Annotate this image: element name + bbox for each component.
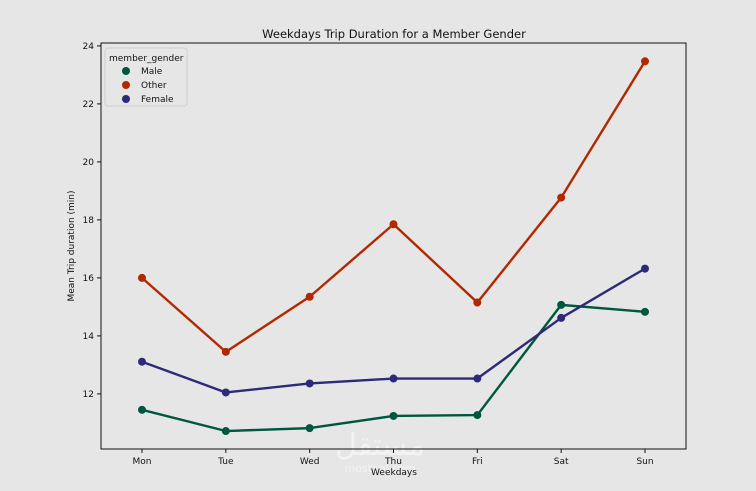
legend-label-female: Female (141, 95, 174, 105)
watermark-subtext: mostaql.com (344, 462, 415, 475)
series-male (138, 300, 649, 436)
watermark-text: مستقل (335, 428, 425, 463)
data-point-other (641, 57, 649, 66)
data-point-other (221, 347, 230, 356)
data-point-other (305, 292, 314, 301)
data-point-male (305, 424, 314, 433)
legend-label-other: Other (141, 81, 167, 91)
data-point-other (389, 220, 398, 229)
data-point-female (641, 264, 649, 273)
x-tick-label: Sat (554, 457, 569, 467)
data-point-female (473, 374, 482, 383)
series-line-other (140, 60, 647, 354)
legend-marker-other (122, 81, 130, 89)
data-point-male (138, 405, 146, 414)
y-tick-label: 18 (83, 216, 95, 226)
x-axis-label: Weekdays (371, 468, 417, 478)
y-tick-label: 16 (83, 274, 95, 284)
data-point-female (305, 379, 314, 388)
data-point-male (641, 307, 649, 316)
plot-area (100, 42, 687, 450)
series-line-female (140, 267, 647, 394)
data-point-other (138, 273, 146, 282)
y-tick-label: 24 (83, 42, 95, 52)
data-point-female (138, 357, 146, 366)
data-point-other (557, 193, 566, 202)
y-tick-label: 12 (83, 390, 94, 400)
series-layer (138, 57, 649, 436)
data-point-male (389, 411, 398, 420)
y-tick-label: 22 (83, 100, 94, 110)
y-tick-label: 20 (83, 158, 95, 168)
x-tick-label: Mon (133, 457, 152, 467)
legend-box (104, 47, 188, 107)
y-axis: 12 14 16 18 20 22 24 (83, 42, 101, 400)
legend-label-male: Male (141, 67, 163, 77)
x-axis: Mon Tue Wed Thu Fri Sat Sun (133, 449, 654, 467)
y-tick-label: 14 (83, 332, 95, 342)
data-point-male (473, 411, 482, 420)
series-other (138, 57, 649, 356)
legend-items: Male Other Female (122, 67, 174, 105)
x-tick-label: Wed (300, 457, 320, 467)
x-tick-label: Sun (636, 457, 653, 467)
chart-title: Weekdays Trip Duration for a Member Gend… (262, 27, 526, 41)
x-tick-label: Thu (384, 457, 402, 467)
data-point-male (221, 427, 230, 436)
x-tick-label: Fri (472, 457, 483, 467)
data-point-female (557, 313, 566, 322)
y-axis-label: Mean Trip duration (min) (67, 190, 77, 301)
series-female (138, 264, 649, 397)
legend-marker-female (122, 95, 130, 103)
data-point-male (557, 300, 566, 309)
legend: member_gender Male Other Female (104, 47, 188, 107)
data-point-other (473, 298, 482, 307)
data-point-female (389, 374, 398, 383)
watermark: مستقل mostaql.com (335, 428, 425, 475)
legend-marker-male (122, 67, 130, 75)
legend-title: member_gender (109, 54, 184, 64)
data-point-female (221, 388, 230, 397)
x-tick-label: Tue (217, 457, 234, 467)
